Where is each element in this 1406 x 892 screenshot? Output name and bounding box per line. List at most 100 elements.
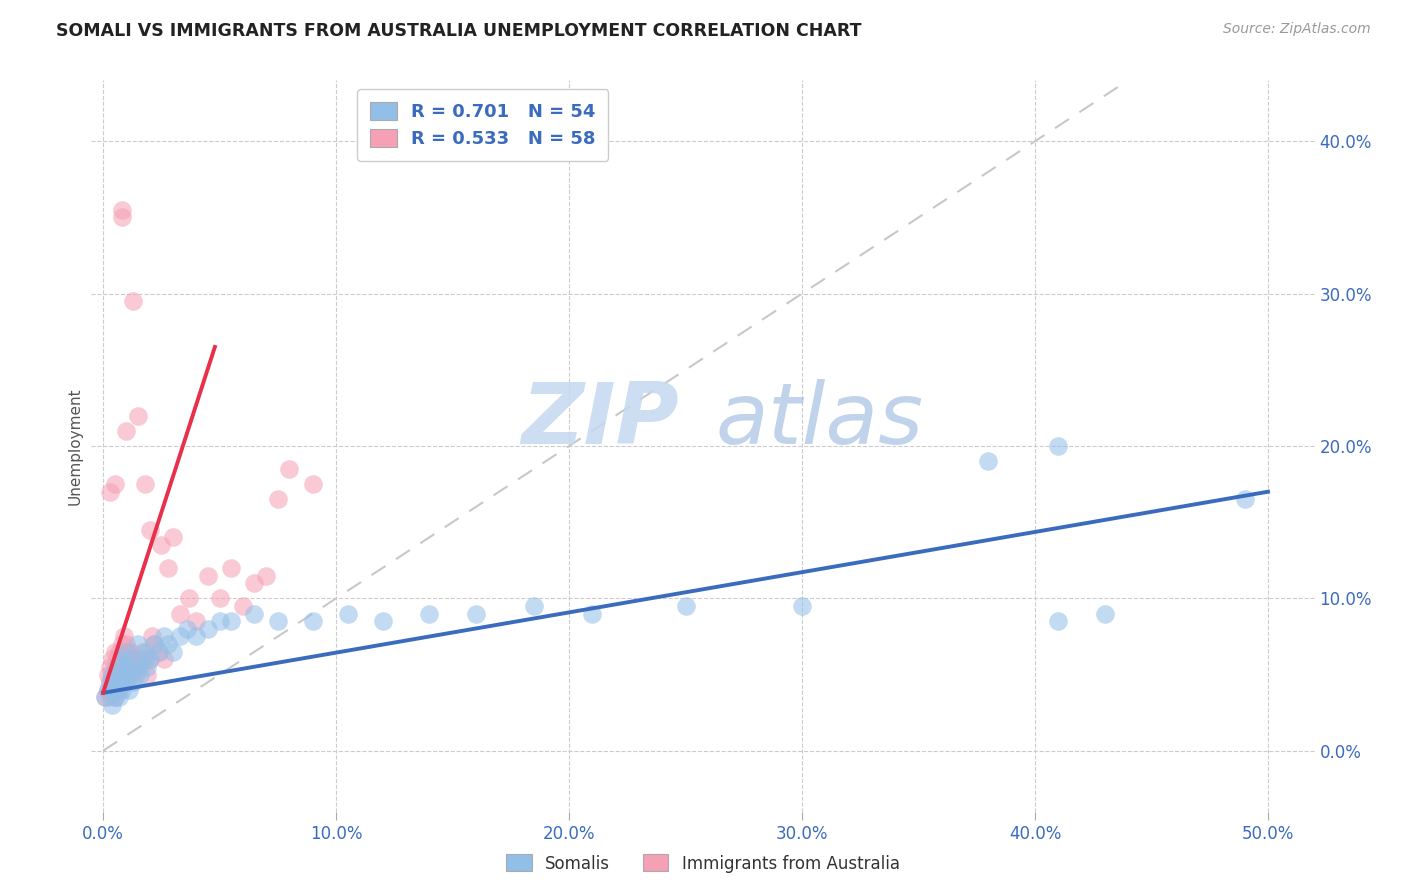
- Point: [129, 667, 152, 681]
- Point: [104, 675, 127, 690]
- Point: [101, 698, 124, 712]
- Point: [124, 660, 146, 674]
- Point: [179, 591, 201, 606]
- Point: [186, 630, 208, 644]
- Point: [108, 682, 131, 697]
- Point: [111, 652, 134, 666]
- Point: [94, 690, 117, 705]
- Point: [122, 652, 145, 666]
- Point: [301, 477, 323, 491]
- Point: [464, 607, 486, 621]
- Legend: Somalis, Immigrants from Australia: Somalis, Immigrants from Australia: [501, 847, 905, 880]
- Point: [101, 667, 124, 681]
- Point: [118, 652, 141, 666]
- Point: [97, 682, 120, 697]
- Point: [790, 599, 813, 613]
- Point: [101, 667, 124, 681]
- Point: [418, 607, 440, 621]
- Point: [115, 424, 138, 438]
- Point: [115, 667, 138, 681]
- Point: [127, 660, 149, 674]
- Point: [118, 682, 141, 697]
- Point: [523, 599, 546, 613]
- Point: [97, 682, 120, 697]
- Point: [124, 667, 146, 681]
- Point: [267, 614, 290, 628]
- Point: [104, 477, 127, 491]
- Point: [136, 660, 159, 674]
- Point: [108, 667, 131, 681]
- Point: [120, 667, 142, 681]
- Point: [138, 652, 160, 666]
- Point: [98, 660, 121, 674]
- Point: [104, 690, 127, 705]
- Point: [111, 202, 134, 217]
- Point: [111, 211, 134, 225]
- Point: [148, 645, 170, 659]
- Point: [108, 690, 131, 705]
- Point: [105, 667, 128, 681]
- Point: [138, 652, 160, 666]
- Point: [157, 561, 180, 575]
- Point: [581, 607, 603, 621]
- Point: [136, 667, 159, 681]
- Point: [98, 675, 121, 690]
- Point: [134, 652, 156, 666]
- Point: [118, 645, 141, 659]
- Text: SOMALI VS IMMIGRANTS FROM AUSTRALIA UNEMPLOYMENT CORRELATION CHART: SOMALI VS IMMIGRANTS FROM AUSTRALIA UNEM…: [56, 22, 862, 40]
- Point: [105, 675, 128, 690]
- Point: [131, 652, 153, 666]
- Point: [122, 675, 145, 690]
- Point: [169, 630, 191, 644]
- Point: [105, 682, 128, 697]
- Point: [104, 660, 127, 674]
- Point: [186, 614, 208, 628]
- Point: [115, 675, 138, 690]
- Point: [118, 667, 141, 681]
- Point: [219, 614, 242, 628]
- Point: [134, 477, 156, 491]
- Point: [1047, 439, 1070, 453]
- Point: [675, 599, 697, 613]
- Point: [101, 652, 124, 666]
- Point: [112, 667, 135, 681]
- Text: ZIP: ZIP: [520, 379, 679, 462]
- Point: [108, 645, 131, 659]
- Point: [176, 622, 198, 636]
- Point: [267, 492, 290, 507]
- Point: [115, 637, 138, 651]
- Point: [219, 561, 242, 575]
- Point: [1094, 607, 1116, 621]
- Point: [111, 682, 134, 697]
- Point: [243, 576, 266, 591]
- Text: atlas: atlas: [716, 379, 924, 462]
- Point: [97, 667, 120, 681]
- Point: [127, 409, 149, 423]
- Point: [120, 660, 142, 674]
- Point: [120, 645, 142, 659]
- Point: [162, 645, 184, 659]
- Point: [1233, 492, 1256, 507]
- Point: [112, 675, 135, 690]
- Point: [138, 523, 160, 537]
- Point: [143, 637, 166, 651]
- Point: [101, 682, 124, 697]
- Point: [98, 675, 121, 690]
- Point: [108, 667, 131, 681]
- Point: [197, 622, 219, 636]
- Point: [208, 614, 231, 628]
- Point: [152, 652, 174, 666]
- Point: [141, 630, 163, 644]
- Point: [129, 660, 152, 674]
- Point: [197, 568, 219, 582]
- Point: [115, 645, 138, 659]
- Point: [127, 637, 149, 651]
- Point: [105, 660, 128, 674]
- Point: [104, 690, 127, 705]
- Point: [232, 599, 254, 613]
- Point: [162, 530, 184, 544]
- Point: [98, 690, 121, 705]
- Point: [208, 591, 231, 606]
- Point: [122, 294, 145, 309]
- Point: [371, 614, 394, 628]
